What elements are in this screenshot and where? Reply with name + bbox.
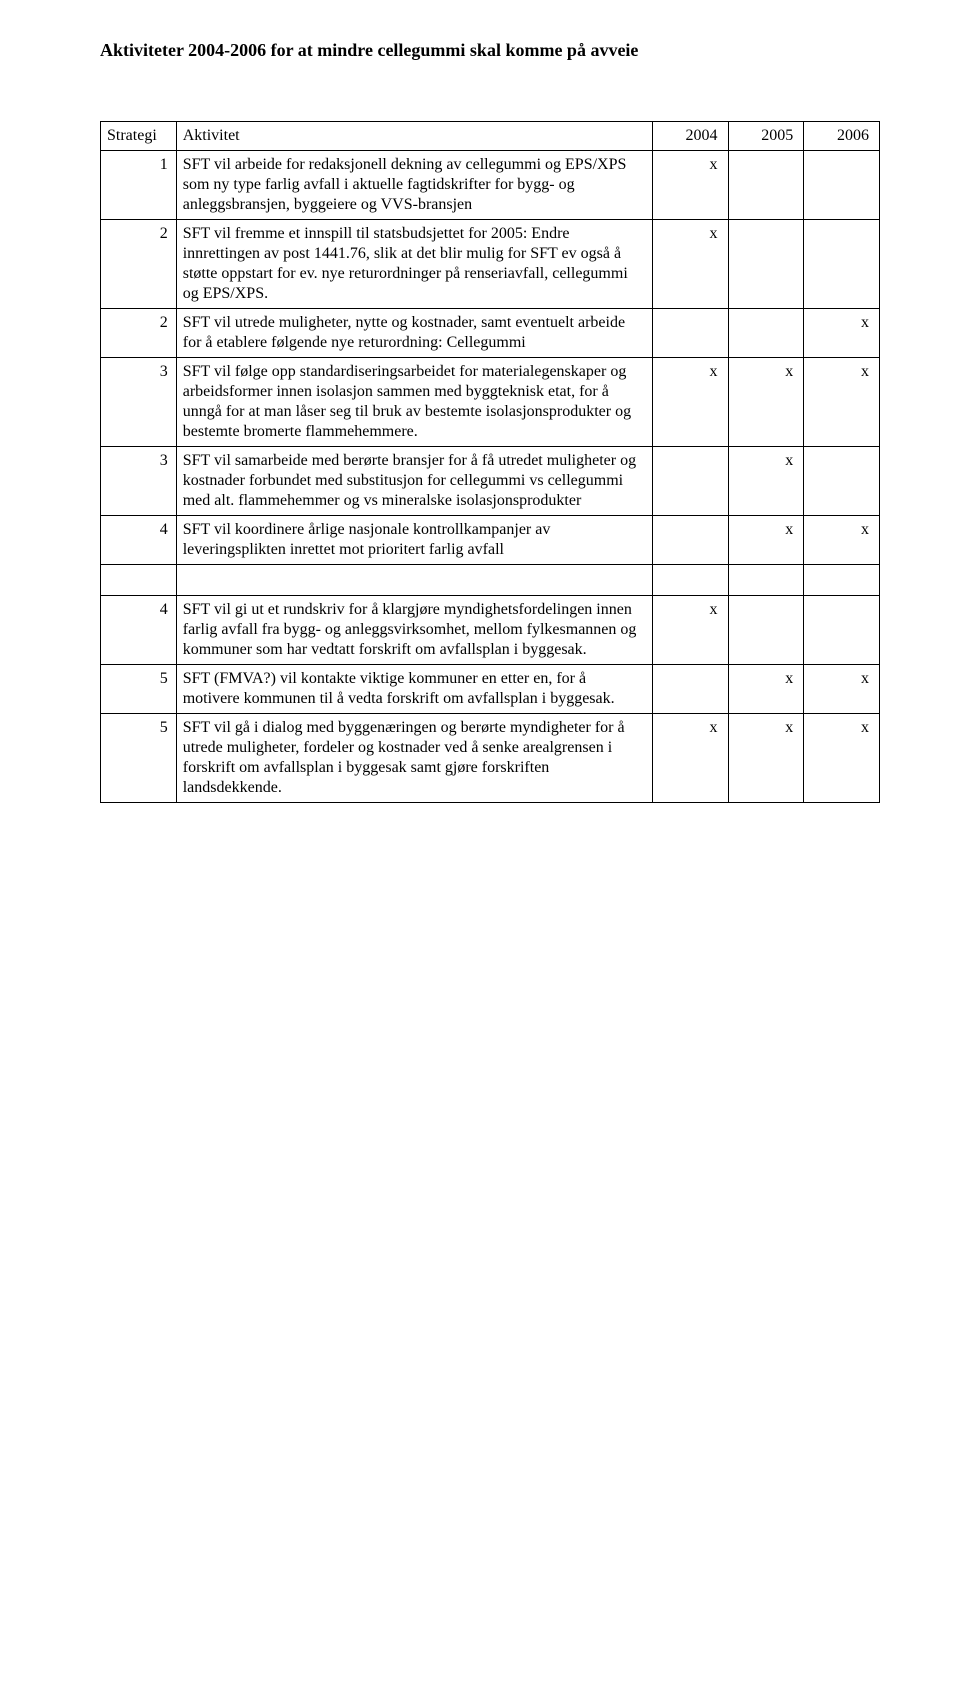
cell-aktivitet: SFT vil koordinere årlige nasjonale kont…: [176, 516, 652, 565]
cell-strategi: 1: [101, 151, 177, 220]
table-row: 5SFT (FMVA?) vil kontakte viktige kommun…: [101, 665, 880, 714]
cell-aktivitet: SFT vil samarbeide med berørte bransjer …: [176, 447, 652, 516]
cell-y2006: x: [804, 516, 880, 565]
cell-y2004: x: [652, 151, 728, 220]
cell-y2005: x: [728, 714, 804, 803]
cell-y2006: [804, 447, 880, 516]
cell-y2006: [804, 220, 880, 309]
table-row: 1SFT vil arbeide for redaksjonell deknin…: [101, 151, 880, 220]
table-row: 2SFT vil fremme et innspill til statsbud…: [101, 220, 880, 309]
cell-aktivitet: SFT vil arbeide for redaksjonell dekning…: [176, 151, 652, 220]
cell-y2004: x: [652, 220, 728, 309]
cell-y2004: x: [652, 358, 728, 447]
activities-table: Strategi Aktivitet 2004 2005 2006 1SFT v…: [100, 121, 880, 803]
cell-y2005: x: [728, 447, 804, 516]
table-row: 4SFT vil koordinere årlige nasjonale kon…: [101, 516, 880, 565]
cell-y2005: x: [728, 358, 804, 447]
spacer-cell: [728, 565, 804, 596]
table-row: 5SFT vil gå i dialog med byggenæringen o…: [101, 714, 880, 803]
col-2005: 2005: [728, 122, 804, 151]
cell-y2005: [728, 220, 804, 309]
spacer-cell: [804, 565, 880, 596]
cell-y2004: x: [652, 714, 728, 803]
cell-y2005: [728, 596, 804, 665]
page-title: Aktiviteter 2004-2006 for at mindre cell…: [100, 40, 880, 61]
cell-y2004: [652, 447, 728, 516]
table-spacer-row: [101, 565, 880, 596]
col-2006: 2006: [804, 122, 880, 151]
col-strategi: Strategi: [101, 122, 177, 151]
cell-strategi: 2: [101, 220, 177, 309]
cell-strategi: 2: [101, 309, 177, 358]
cell-y2006: x: [804, 665, 880, 714]
cell-aktivitet: SFT (FMVA?) vil kontakte viktige kommune…: [176, 665, 652, 714]
table-row: 2SFT vil utrede muligheter, nytte og kos…: [101, 309, 880, 358]
cell-y2004: [652, 665, 728, 714]
cell-aktivitet: SFT vil følge opp standardiseringsarbeid…: [176, 358, 652, 447]
cell-y2006: x: [804, 358, 880, 447]
cell-y2005: x: [728, 516, 804, 565]
table-header-row: Strategi Aktivitet 2004 2005 2006: [101, 122, 880, 151]
cell-strategi: 4: [101, 596, 177, 665]
cell-strategi: 3: [101, 358, 177, 447]
spacer-cell: [176, 565, 652, 596]
cell-y2006: x: [804, 309, 880, 358]
table-row: 4SFT vil gi ut et rundskriv for å klargj…: [101, 596, 880, 665]
cell-aktivitet: SFT vil gi ut et rundskriv for å klargjø…: [176, 596, 652, 665]
cell-aktivitet: SFT vil gå i dialog med byggenæringen og…: [176, 714, 652, 803]
cell-strategi: 5: [101, 714, 177, 803]
table-row: 3SFT vil følge opp standardiseringsarbei…: [101, 358, 880, 447]
col-2004: 2004: [652, 122, 728, 151]
cell-y2004: [652, 516, 728, 565]
spacer-cell: [652, 565, 728, 596]
cell-y2005: [728, 151, 804, 220]
table-body: 1SFT vil arbeide for redaksjonell deknin…: [101, 151, 880, 803]
cell-strategi: 5: [101, 665, 177, 714]
cell-y2006: [804, 596, 880, 665]
cell-y2005: [728, 309, 804, 358]
cell-y2006: x: [804, 714, 880, 803]
cell-y2004: x: [652, 596, 728, 665]
cell-strategi: 3: [101, 447, 177, 516]
table-row: 3SFT vil samarbeide med berørte bransjer…: [101, 447, 880, 516]
cell-aktivitet: SFT vil utrede muligheter, nytte og kost…: [176, 309, 652, 358]
col-aktivitet: Aktivitet: [176, 122, 652, 151]
cell-y2006: [804, 151, 880, 220]
cell-aktivitet: SFT vil fremme et innspill til statsbuds…: [176, 220, 652, 309]
cell-y2005: x: [728, 665, 804, 714]
cell-y2004: [652, 309, 728, 358]
spacer-cell: [101, 565, 177, 596]
cell-strategi: 4: [101, 516, 177, 565]
